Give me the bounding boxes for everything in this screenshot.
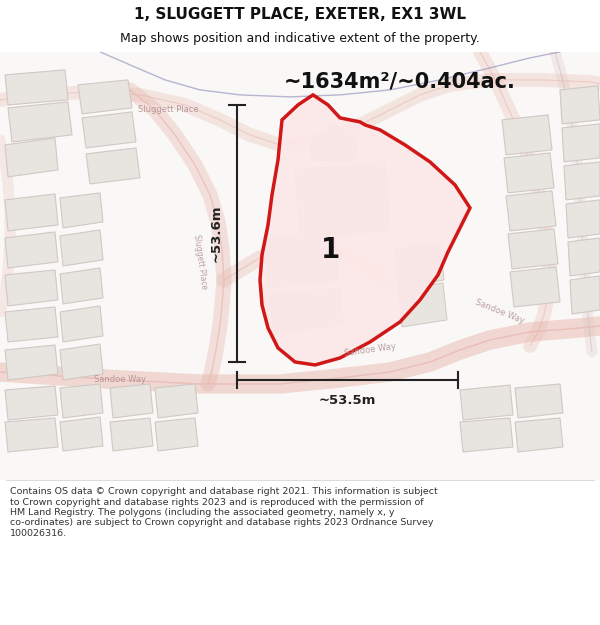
Polygon shape [110, 418, 153, 451]
Text: 1: 1 [320, 236, 340, 264]
Polygon shape [568, 238, 600, 276]
Text: ~1634m²/~0.404ac.: ~1634m²/~0.404ac. [284, 72, 516, 92]
Polygon shape [508, 229, 558, 269]
Polygon shape [86, 148, 140, 184]
Polygon shape [270, 288, 343, 332]
Polygon shape [310, 125, 358, 162]
Text: Contains OS data © Crown copyright and database right 2021. This information is : Contains OS data © Crown copyright and d… [10, 488, 438, 538]
Polygon shape [155, 384, 198, 418]
Polygon shape [5, 270, 58, 306]
Polygon shape [506, 191, 556, 231]
Polygon shape [60, 306, 103, 342]
Polygon shape [5, 138, 58, 177]
Polygon shape [5, 386, 58, 420]
Polygon shape [398, 283, 447, 327]
Polygon shape [60, 230, 103, 266]
Polygon shape [510, 267, 560, 307]
Polygon shape [155, 418, 198, 451]
Polygon shape [5, 307, 58, 342]
Polygon shape [5, 345, 58, 380]
Polygon shape [504, 153, 554, 193]
Polygon shape [460, 418, 513, 452]
Polygon shape [566, 200, 600, 238]
Polygon shape [60, 268, 103, 304]
Text: Sluggett Place: Sluggett Place [191, 234, 208, 290]
Polygon shape [5, 194, 58, 231]
Polygon shape [265, 232, 338, 288]
Polygon shape [562, 124, 600, 162]
Polygon shape [460, 385, 513, 420]
Polygon shape [78, 80, 132, 114]
Polygon shape [515, 418, 563, 452]
Polygon shape [60, 193, 103, 228]
Text: 1, SLUGGETT PLACE, EXETER, EX1 3WL: 1, SLUGGETT PLACE, EXETER, EX1 3WL [134, 7, 466, 22]
Polygon shape [5, 418, 58, 452]
Polygon shape [395, 242, 444, 288]
Polygon shape [82, 112, 136, 148]
Polygon shape [570, 276, 600, 314]
Polygon shape [8, 102, 72, 142]
Text: Map shows position and indicative extent of the property.: Map shows position and indicative extent… [120, 32, 480, 46]
Polygon shape [60, 384, 103, 418]
Polygon shape [295, 162, 390, 238]
Text: Sandoe Way: Sandoe Way [474, 298, 526, 326]
Polygon shape [5, 70, 68, 105]
Polygon shape [5, 232, 58, 268]
Polygon shape [564, 162, 600, 200]
Text: Sandoe Way: Sandoe Way [344, 342, 397, 358]
Polygon shape [560, 86, 600, 124]
Polygon shape [502, 115, 552, 155]
Text: ~53.5m: ~53.5m [319, 394, 376, 407]
Polygon shape [515, 384, 563, 418]
Polygon shape [110, 384, 153, 418]
Text: Sluggett Place: Sluggett Place [137, 106, 199, 114]
Polygon shape [60, 344, 103, 380]
Polygon shape [260, 95, 470, 365]
Text: ~53.6m: ~53.6m [210, 204, 223, 262]
Polygon shape [60, 417, 103, 451]
Text: Sandoe Way: Sandoe Way [94, 376, 146, 384]
